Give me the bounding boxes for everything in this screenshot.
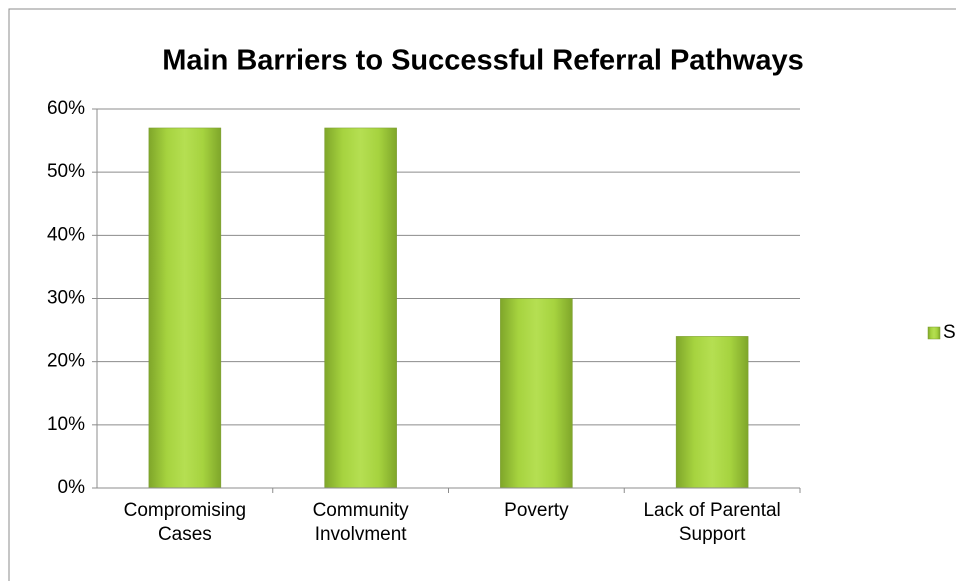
y-tick-label: 30% [47,288,85,309]
x-tick-label: Compromising Cases [123,500,247,545]
y-tick-label: 20% [47,351,85,372]
bar [675,336,749,489]
y-tick-label: 60% [47,98,85,119]
chart-border [8,8,956,581]
chart-title: Main Barriers to Successful Referral Pat… [162,45,803,77]
y-tick-label: 50% [47,161,85,182]
y-tick-label: 0% [58,477,86,498]
bar [500,298,573,489]
x-tick-label: Lack of Parental Support [643,500,781,545]
bar [148,127,222,489]
bar [324,127,397,489]
x-tick-label: Community Involvment [312,500,409,545]
legend-swatch [927,326,941,340]
y-tick-label: 40% [47,224,85,245]
legend-label: Series1 [943,322,956,343]
x-tick-label: Poverty [504,500,569,521]
y-tick-label: 10% [47,414,85,435]
